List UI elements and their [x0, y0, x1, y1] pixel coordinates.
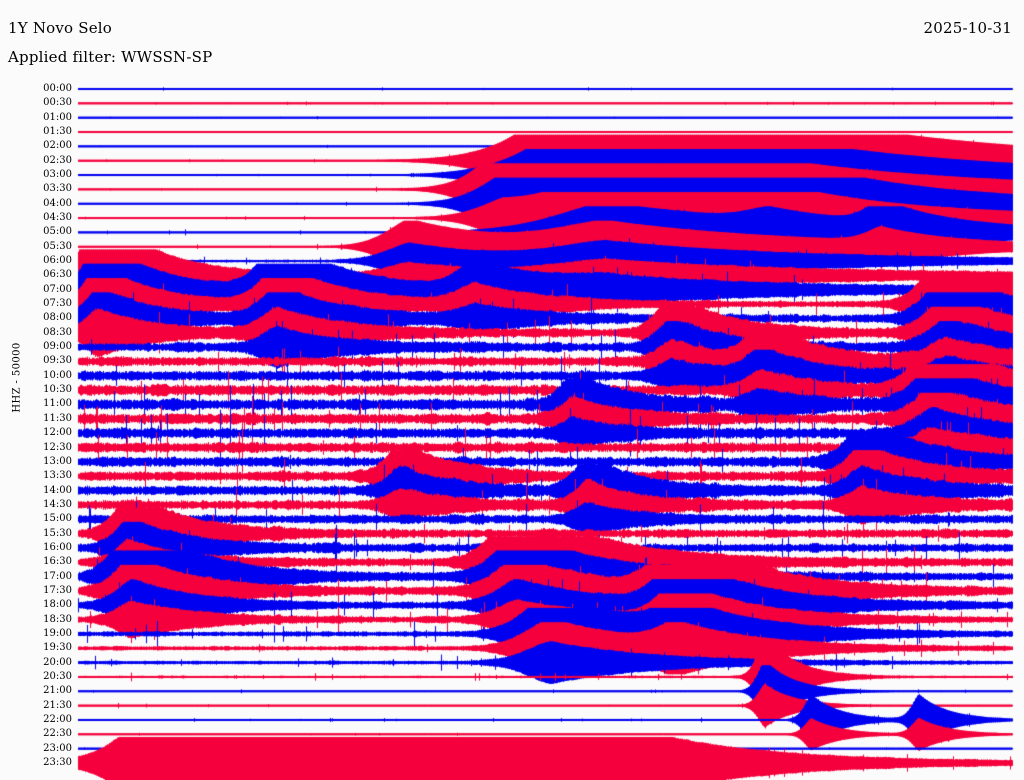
seismogram-traces — [0, 0, 1024, 780]
helicorder-page: 1Y Novo Selo 2025-10-31 Applied filter: … — [0, 0, 1024, 780]
